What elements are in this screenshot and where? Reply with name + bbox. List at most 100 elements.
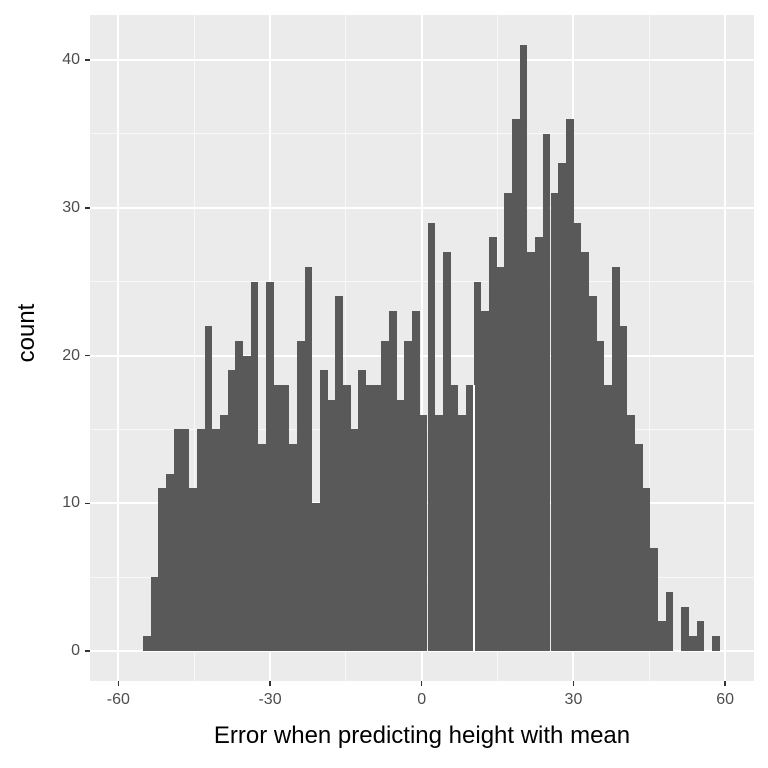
histogram-bar: [335, 296, 343, 651]
x-minor-gridline: [648, 15, 650, 681]
histogram-bar: [219, 414, 228, 651]
y-tick-label: 20: [62, 346, 80, 364]
histogram-bar: [389, 311, 397, 651]
histogram-bar: [250, 281, 259, 651]
histogram-bar: [527, 252, 536, 651]
histogram-bar: [289, 444, 297, 651]
x-tick-label: -60: [106, 691, 130, 708]
histogram-bar: [143, 636, 151, 651]
histogram-bar: [427, 222, 436, 651]
histogram-bar: [573, 222, 582, 651]
plot-panel: [90, 15, 754, 681]
y-tick-mark: [85, 502, 90, 505]
x-axis-title: Error when predicting height with mean: [213, 722, 631, 749]
histogram-bar: [635, 444, 643, 651]
histogram-bar: [227, 370, 236, 651]
histogram-bar: [281, 385, 290, 651]
y-tick-mark: [85, 59, 90, 61]
x-tick-mark: [269, 681, 271, 686]
histogram-bar: [166, 473, 174, 651]
y-tick-label: 0: [71, 642, 80, 659]
histogram-bar: [358, 370, 366, 651]
histogram-bar: [658, 621, 666, 651]
histogram-bar: [604, 385, 612, 651]
histogram-bar: [665, 591, 674, 651]
y-tick-mark: [85, 354, 90, 357]
histogram-bar: [481, 311, 489, 651]
x-major-gridline: [117, 15, 120, 681]
x-tick-label: 60: [716, 691, 735, 708]
y-tick-label: 10: [62, 494, 80, 512]
histogram-bar: [243, 355, 251, 651]
x-major-gridline: [724, 15, 727, 681]
histogram-bar: [366, 385, 374, 651]
x-major-gridline: [420, 15, 423, 681]
histogram-bar: [173, 429, 182, 651]
x-minor-gridline: [193, 15, 195, 681]
histogram-bar: [627, 414, 636, 651]
histogram-bar: [350, 429, 359, 651]
histogram-bar: [189, 488, 197, 651]
y-tick-mark: [85, 650, 90, 652]
histogram-bar: [550, 193, 559, 651]
x-tick-mark: [117, 681, 120, 686]
histogram-bar: [581, 252, 589, 651]
histogram-bar: [296, 340, 305, 651]
histogram-bar: [465, 385, 474, 651]
histogram-bar: [381, 340, 390, 651]
histogram-bar: [619, 325, 628, 651]
histogram-bar: [611, 266, 620, 651]
histogram-bar: [642, 488, 651, 651]
x-tick-label: 0: [417, 691, 427, 708]
histogram-bar: [696, 621, 705, 651]
histogram-bar: [681, 606, 689, 651]
histogram-bar: [473, 281, 482, 651]
histogram-bar: [150, 577, 159, 651]
histogram-bar: [273, 385, 282, 651]
histogram-bar: [212, 429, 220, 651]
histogram-bar: [504, 193, 513, 651]
histogram-bar: [404, 340, 413, 651]
histogram-bar: [496, 266, 505, 651]
x-tick-mark: [572, 681, 575, 686]
histogram-bar: [396, 399, 405, 651]
histogram-bar: [266, 281, 274, 651]
histogram-bar: [342, 385, 351, 651]
x-tick-label: 30: [564, 691, 583, 708]
histogram-bar: [519, 45, 528, 651]
histogram-bar: [588, 296, 597, 651]
histogram-bar: [535, 237, 543, 651]
x-tick-mark: [420, 681, 423, 686]
y-axis-title: count: [13, 303, 40, 363]
y-tick-label: 30: [62, 198, 80, 216]
histogram-bar: [158, 488, 167, 651]
histogram-bar: [458, 414, 466, 651]
histogram-bar: [442, 252, 451, 651]
histogram-bar: [565, 119, 574, 651]
histogram-bar: [235, 340, 243, 651]
histogram-bar: [319, 370, 328, 651]
histogram-bar: [412, 311, 420, 651]
histogram-bar: [304, 266, 313, 651]
histogram-bar: [258, 444, 267, 651]
histogram-bar: [181, 429, 190, 651]
histogram-bar: [435, 414, 443, 651]
histogram-bar: [450, 385, 459, 651]
histogram-bar: [373, 385, 382, 651]
x-minor-gridline: [345, 15, 347, 681]
x-tick-label: -30: [258, 691, 282, 708]
histogram-bar: [204, 325, 213, 651]
x-tick-mark: [724, 681, 726, 686]
histogram-bar: [419, 414, 428, 651]
histogram-bar: [650, 547, 659, 651]
histogram-bar: [711, 636, 720, 651]
histogram-bar: [512, 119, 520, 651]
histogram-bar: [688, 636, 697, 651]
histogram-bar: [558, 163, 566, 651]
histogram-bar: [196, 429, 205, 651]
y-tick-mark: [85, 207, 90, 209]
bar-seam-line: [472, 385, 475, 651]
histogram-bar: [489, 237, 497, 651]
histogram-bar: [542, 133, 551, 651]
